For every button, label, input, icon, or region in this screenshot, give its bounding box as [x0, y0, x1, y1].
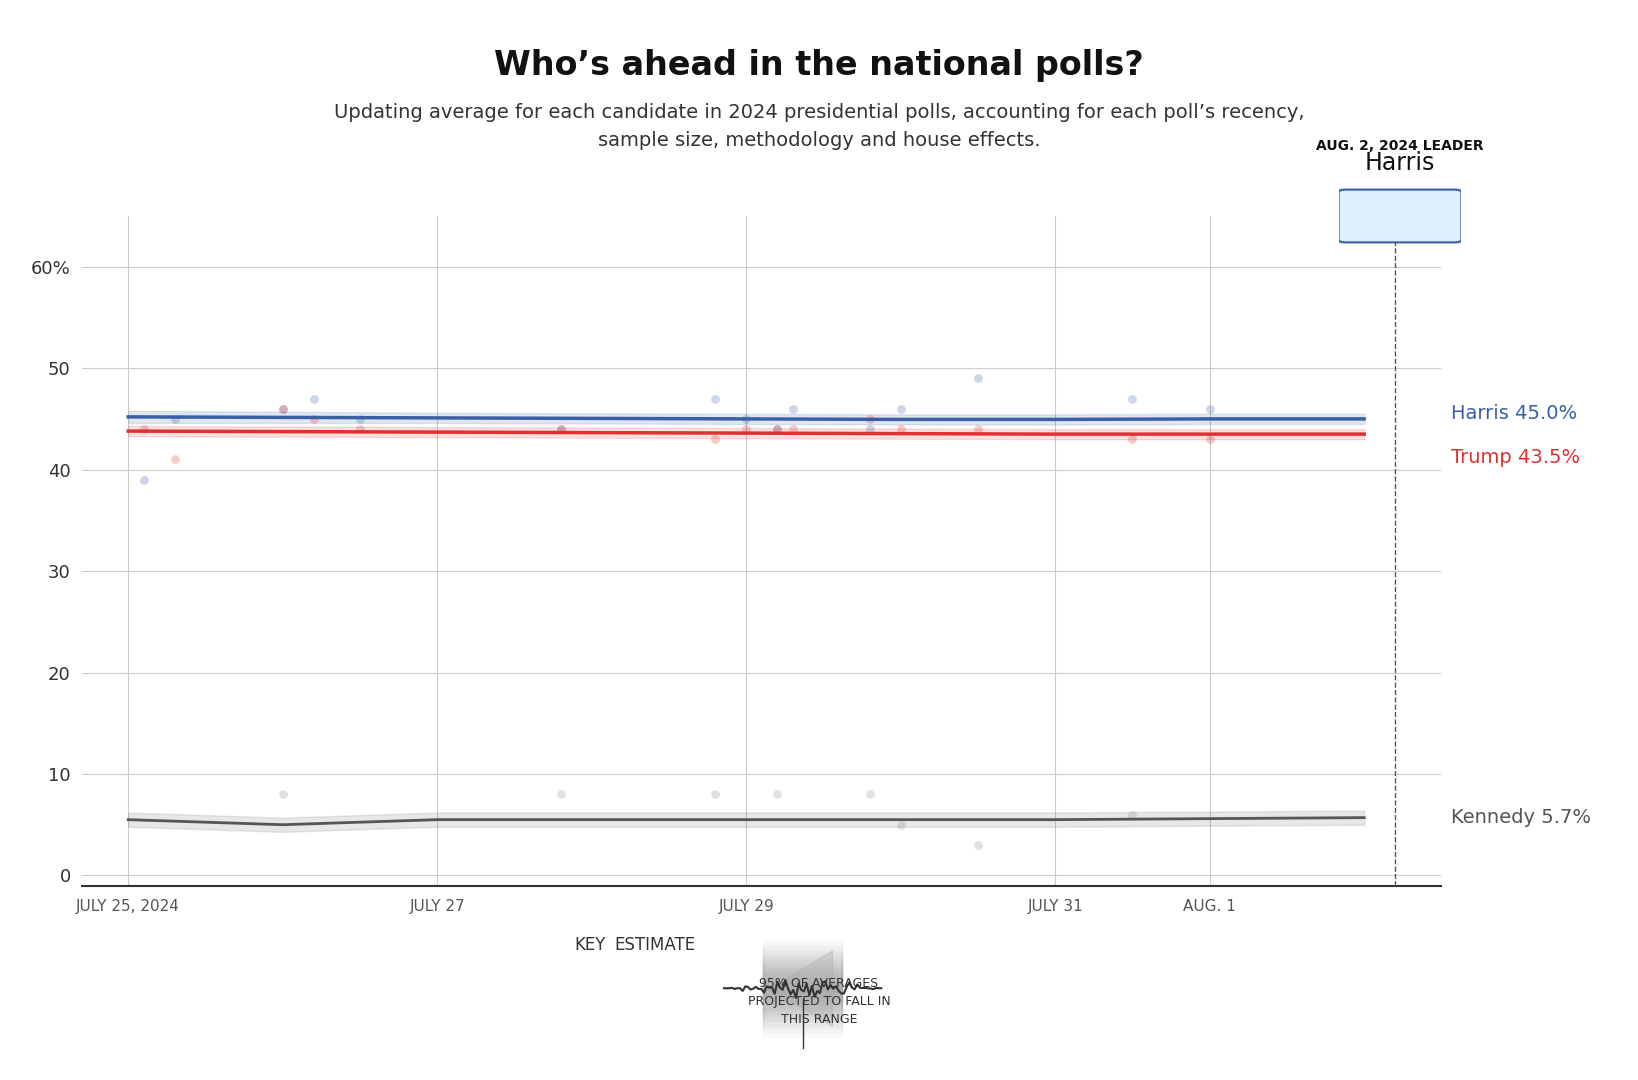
Point [547, 420, 573, 437]
Point [270, 400, 296, 417]
Point [734, 410, 760, 428]
Point [347, 410, 373, 428]
Point [703, 431, 729, 448]
Point [763, 785, 790, 802]
FancyBboxPatch shape [1338, 190, 1461, 242]
Text: AUG. 2, 2024 LEADER: AUG. 2, 2024 LEADER [1317, 139, 1484, 153]
Point [763, 420, 790, 437]
Point [1119, 390, 1145, 407]
Point [965, 420, 991, 437]
Point [1197, 431, 1224, 448]
Point [1197, 400, 1224, 417]
Text: Harris: Harris [1364, 151, 1435, 175]
Point [857, 785, 883, 802]
Point [780, 400, 806, 417]
Point [347, 420, 373, 437]
Point [300, 410, 326, 428]
Text: KEY: KEY [575, 936, 606, 954]
Point [131, 471, 157, 488]
Text: Harris 45.0%: Harris 45.0% [1451, 404, 1577, 423]
Text: Trump 43.5%: Trump 43.5% [1451, 448, 1581, 468]
Point [888, 816, 914, 834]
Point [547, 785, 573, 802]
Text: +1.5: +1.5 [1366, 202, 1433, 230]
Point [888, 420, 914, 437]
Point [703, 390, 729, 407]
Text: ESTIMATE: ESTIMATE [614, 936, 696, 954]
Point [763, 420, 790, 437]
Point [965, 836, 991, 853]
Text: Kennedy 5.7%: Kennedy 5.7% [1451, 808, 1590, 827]
Point [270, 400, 296, 417]
Text: 95% OF AVERAGES
PROJECTED TO FALL IN
THIS RANGE: 95% OF AVERAGES PROJECTED TO FALL IN THI… [747, 977, 891, 1026]
Point [270, 785, 296, 802]
Text: Updating average for each candidate in 2024 presidential polls, accounting for e: Updating average for each candidate in 2… [334, 103, 1304, 150]
Point [780, 420, 806, 437]
Point [857, 410, 883, 428]
Point [300, 390, 326, 407]
Point [703, 785, 729, 802]
Point [162, 410, 188, 428]
Point [131, 420, 157, 437]
Point [857, 420, 883, 437]
Text: Who’s ahead in the national polls?: Who’s ahead in the national polls? [495, 49, 1143, 82]
Point [734, 420, 760, 437]
Point [162, 450, 188, 468]
Point [888, 400, 914, 417]
Point [1119, 806, 1145, 823]
Point [1119, 431, 1145, 448]
Point [965, 369, 991, 387]
Point [547, 420, 573, 437]
